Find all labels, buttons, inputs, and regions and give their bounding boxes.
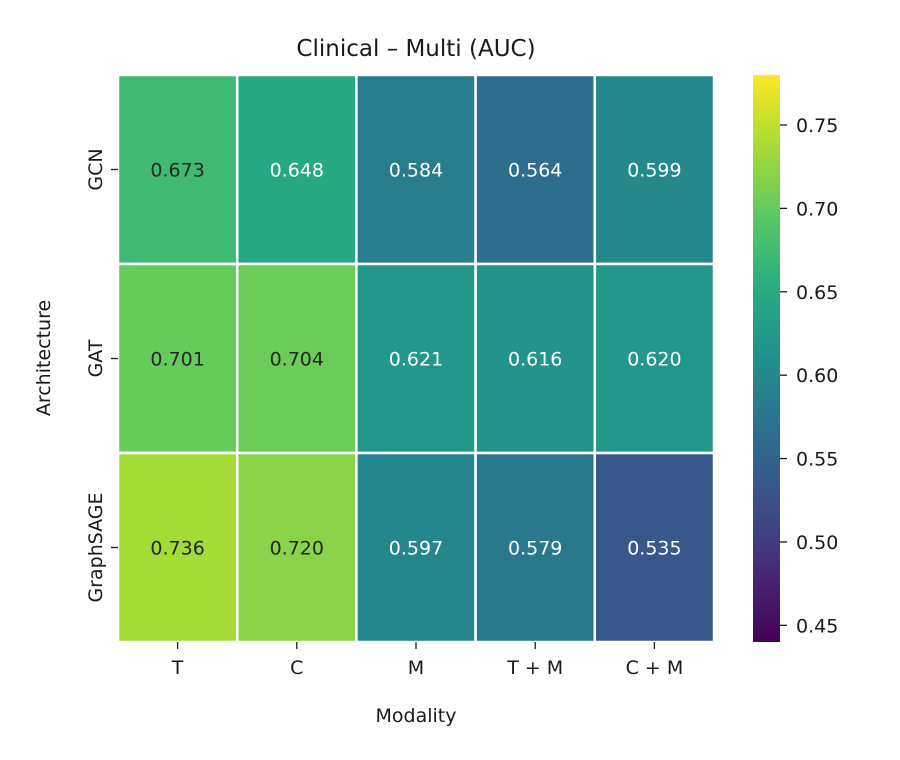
cell-value-label: 0.736 bbox=[150, 538, 204, 560]
y-axis-ticks: GCN GAT GraphSAGE bbox=[85, 148, 118, 603]
cell-value-label: 0.720 bbox=[270, 538, 324, 560]
colorbar-tick-label: 0.60 bbox=[796, 365, 838, 387]
colorbar-tick-label: 0.65 bbox=[796, 282, 838, 304]
cell-value-label: 0.579 bbox=[508, 538, 562, 560]
cell-value-label: 0.599 bbox=[627, 160, 681, 182]
x-tick-label: C bbox=[290, 657, 303, 679]
x-tick-label: C + M bbox=[626, 657, 684, 679]
chart-title: Clinical – Multi (AUC) bbox=[296, 36, 535, 62]
y-axis-label: Architecture bbox=[33, 300, 55, 416]
colorbar-tick-label: 0.50 bbox=[796, 532, 838, 554]
y-tick-label: GAT bbox=[85, 339, 107, 377]
colorbar-tick-label: 0.45 bbox=[796, 615, 838, 637]
cell-value-label: 0.704 bbox=[270, 349, 324, 371]
heatmap-cell bbox=[235, 451, 358, 644]
heatmap-cell bbox=[235, 73, 358, 266]
heatmap-cells: 0.673 0.648 0.584 0.564 0.599 0.701 0.704 0.621… bbox=[116, 73, 716, 644]
colorbar-tick-label: 0.70 bbox=[796, 198, 838, 220]
heatmap-cell bbox=[593, 262, 716, 455]
x-tick-label: T + M bbox=[506, 657, 563, 679]
y-tick-label: GraphSAGE bbox=[85, 492, 107, 602]
cell-value-label: 0.648 bbox=[270, 160, 324, 182]
cell-value-label: 0.673 bbox=[150, 160, 204, 182]
colorbar-gradient bbox=[753, 75, 780, 642]
cell-value-label: 0.621 bbox=[389, 349, 443, 371]
cell-value-label: 0.597 bbox=[389, 538, 443, 560]
y-tick-label: GCN bbox=[85, 148, 107, 190]
x-axis-ticks: T C M T + M C + M bbox=[171, 642, 683, 679]
x-tick-label: M bbox=[408, 657, 424, 679]
cell-value-label: 0.616 bbox=[508, 349, 562, 371]
heatmap-cell bbox=[355, 73, 477, 266]
cell-value-label: 0.584 bbox=[389, 160, 443, 182]
heatmap-cell bbox=[474, 451, 597, 644]
colorbar: 0.45 0.50 0.55 0.60 0.65 0.70 0.75 bbox=[753, 75, 838, 642]
x-tick-label: T bbox=[171, 657, 184, 679]
cell-value-label: 0.620 bbox=[627, 349, 681, 371]
heatmap-cell bbox=[116, 73, 239, 266]
cell-value-label: 0.535 bbox=[627, 538, 681, 560]
x-axis-label: Modality bbox=[376, 705, 457, 727]
colorbar-tick-label: 0.55 bbox=[796, 449, 838, 471]
cell-value-label: 0.564 bbox=[508, 160, 562, 182]
heatmap-cell bbox=[355, 262, 477, 455]
cell-value-label: 0.701 bbox=[150, 349, 204, 371]
colorbar-tick-label: 0.75 bbox=[796, 115, 838, 137]
